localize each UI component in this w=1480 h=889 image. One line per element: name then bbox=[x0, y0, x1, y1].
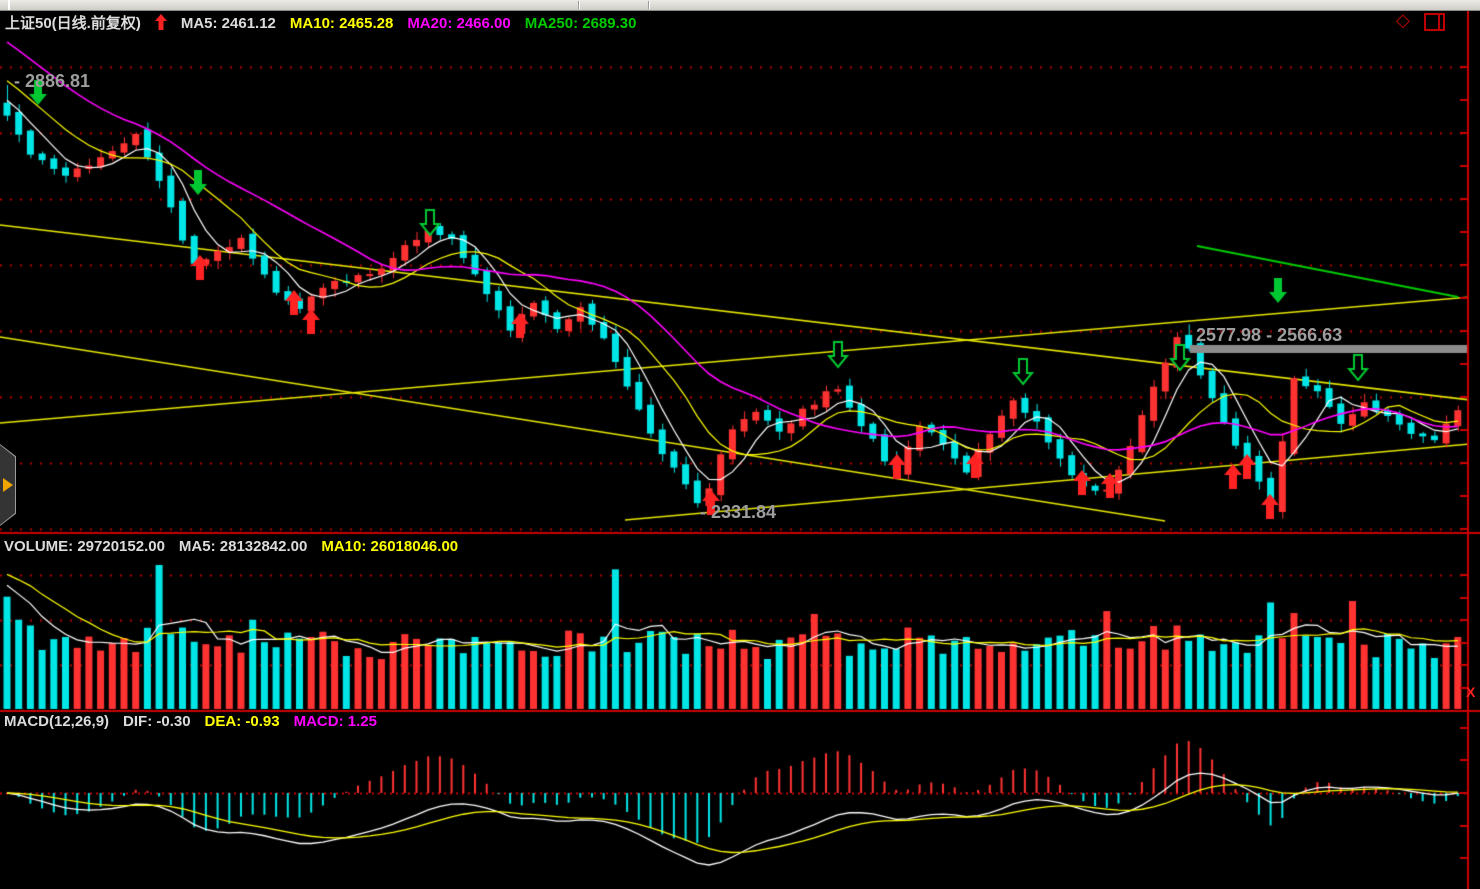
price-up-arrow-icon bbox=[154, 14, 167, 34]
range-price-label: 2577.98 - 2566.63 bbox=[1196, 325, 1343, 345]
volume-ma10-label: MA10: 26018046.00 bbox=[321, 538, 459, 555]
chart-title: 上证50(日线.前复权) bbox=[5, 15, 141, 32]
macd-pane-header: MACD(12,26,9) DIF: -0.30 DEA: -0.93 MACD: 1… bbox=[4, 713, 391, 730]
macd-label: MACD: 1.25 bbox=[293, 713, 377, 730]
window-split-icon[interactable] bbox=[1424, 13, 1445, 31]
diamond-icon[interactable]: ◇ bbox=[1396, 10, 1410, 30]
macd-title: MACD(12,26,9) bbox=[4, 713, 110, 730]
panel-expand-handle[interactable] bbox=[0, 444, 16, 526]
toolbar-divider bbox=[578, 1, 579, 9]
ma250-label: MA250: 2689.30 bbox=[524, 15, 637, 32]
high-price-label: - 2886.81 bbox=[14, 71, 91, 91]
ma10-label: MA10: 2465.28 bbox=[289, 15, 394, 32]
right-triangle-icon bbox=[3, 478, 13, 492]
volume-ma5-label: MA5: 28132842.00 bbox=[178, 538, 308, 555]
volume-pane-header: VOLUME: 29720152.00 MA5: 28132842.00 MA10:… bbox=[4, 538, 472, 555]
price-pane-header: 上证50(日线.前复权) MA5: 2461.12 MA10: 2465.28 MA2… bbox=[5, 12, 650, 34]
dea-label: DEA: -0.93 bbox=[204, 713, 280, 730]
volume-label: VOLUME: 29720152.00 bbox=[4, 538, 165, 555]
low-price-label: - 2331.84 bbox=[700, 502, 777, 522]
dif-label: DIF: -0.30 bbox=[123, 713, 191, 730]
toolbar-notch bbox=[8, 0, 10, 10]
indicator-close-icon[interactable]: X bbox=[1466, 684, 1476, 700]
ma20-label: MA20: 2466.00 bbox=[407, 15, 511, 32]
top-toolbar bbox=[0, 0, 1480, 11]
toolbar-divider bbox=[648, 1, 649, 9]
window-split-icon-line bbox=[1438, 15, 1440, 29]
ma5-label: MA5: 2461.12 bbox=[180, 15, 276, 32]
